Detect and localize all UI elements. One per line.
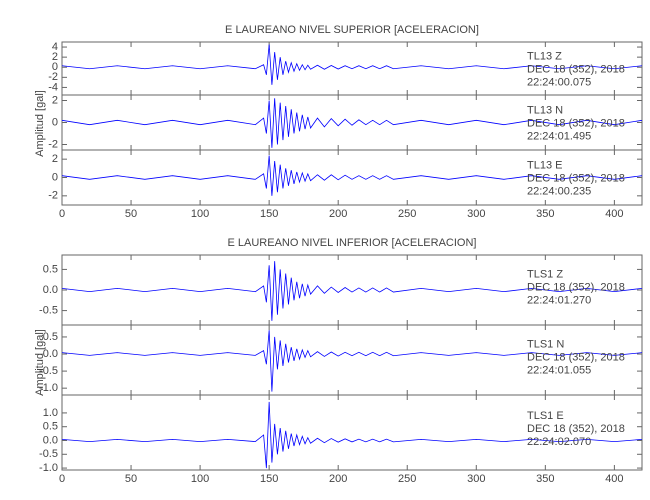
x-tick-label: 0 — [59, 473, 65, 485]
x-tick-label: 50 — [125, 208, 137, 220]
y-tick-label: -1.0 — [39, 382, 58, 394]
trace-name: TL13 N — [527, 104, 563, 116]
trace-date: DEC 18 (352), 2018 — [527, 172, 625, 184]
y-axis-label: Amplitud [gal] — [34, 329, 46, 396]
y-tick-label: 0 — [52, 171, 58, 183]
chart-title: E LAUREANO NIVEL INFERIOR [ACELERACION] — [228, 237, 477, 249]
y-tick-label: 0 — [52, 116, 58, 128]
waveform — [61, 98, 643, 148]
waveform — [61, 261, 643, 321]
x-tick-label: 250 — [398, 473, 416, 485]
trace-time: 22:24:00.235 — [527, 185, 591, 197]
y-tick-label: -2 — [48, 138, 58, 150]
trace-name: TLS1 Z — [527, 269, 563, 281]
x-tick-label: 300 — [467, 473, 485, 485]
x-tick-label: 150 — [260, 208, 278, 220]
waveform — [61, 155, 643, 196]
y-tick-label: -0.5 — [39, 365, 58, 377]
y-axis-label: Amplitud [gal] — [34, 90, 46, 157]
y-tick-label: 2 — [52, 153, 58, 165]
x-tick-label: 0 — [59, 208, 65, 220]
y-tick-label: 0.0 — [43, 348, 58, 360]
y-tick-label: -0.5 — [39, 304, 58, 316]
y-tick-label: 1.0 — [43, 407, 58, 419]
trace-date: DEC 18 (352), 2018 — [527, 423, 625, 435]
panel-frame — [61, 394, 643, 471]
y-tick-label: 0.5 — [43, 421, 58, 433]
x-tick-label: 200 — [329, 473, 347, 485]
trace-time: 22:24:00.075 — [527, 77, 591, 89]
trace-time: 22:24:01.055 — [527, 365, 591, 377]
y-tick-label: 0.0 — [43, 284, 58, 296]
trace-name: TL13 E — [527, 159, 562, 171]
trace-time: 22:24:01.270 — [527, 295, 591, 307]
trace-time: 22:24:01.495 — [527, 130, 591, 142]
x-tick-label: 400 — [605, 473, 623, 485]
y-tick-label: 0.5 — [43, 331, 58, 343]
waveform — [61, 401, 643, 469]
x-tick-label: 250 — [398, 208, 416, 220]
y-tick-label: 4 — [52, 41, 58, 53]
x-tick-label: 400 — [605, 208, 623, 220]
y-tick-label: 0 — [52, 61, 58, 73]
trace-date: DEC 18 (352), 2018 — [527, 352, 625, 364]
trace-date: DEC 18 (352), 2018 — [527, 282, 625, 294]
x-tick-label: 350 — [536, 473, 554, 485]
y-tick-label: -2 — [48, 71, 58, 83]
y-tick-label: 0.5 — [43, 263, 58, 275]
x-tick-label: 100 — [191, 473, 209, 485]
y-tick-label: -0.5 — [39, 448, 58, 460]
trace-time: 22:24:02.070 — [527, 436, 591, 448]
x-tick-label: 50 — [125, 473, 137, 485]
x-tick-label: 200 — [329, 208, 347, 220]
y-tick-label: 0.0 — [43, 434, 58, 446]
waveform — [61, 330, 643, 392]
trace-date: DEC 18 (352), 2018 — [527, 64, 625, 76]
x-tick-label: 350 — [536, 208, 554, 220]
trace-date: DEC 18 (352), 2018 — [527, 117, 625, 129]
trace-name: TLS1 E — [527, 410, 564, 422]
y-tick-label: 2 — [52, 94, 58, 106]
x-tick-label: 100 — [191, 208, 209, 220]
trace-name: TLS1 N — [527, 339, 564, 351]
y-tick-label: -4 — [48, 81, 58, 93]
waveform — [61, 44, 643, 85]
chart-title: E LAUREANO NIVEL SUPERIOR [ACELERACION] — [225, 24, 479, 36]
trace-name: TL13 Z — [527, 51, 562, 63]
y-tick-label: -1.0 — [39, 462, 58, 474]
x-tick-label: 150 — [260, 473, 278, 485]
x-tick-label: 300 — [467, 208, 485, 220]
y-tick-label: -2 — [48, 190, 58, 202]
y-tick-label: 2 — [52, 51, 58, 63]
